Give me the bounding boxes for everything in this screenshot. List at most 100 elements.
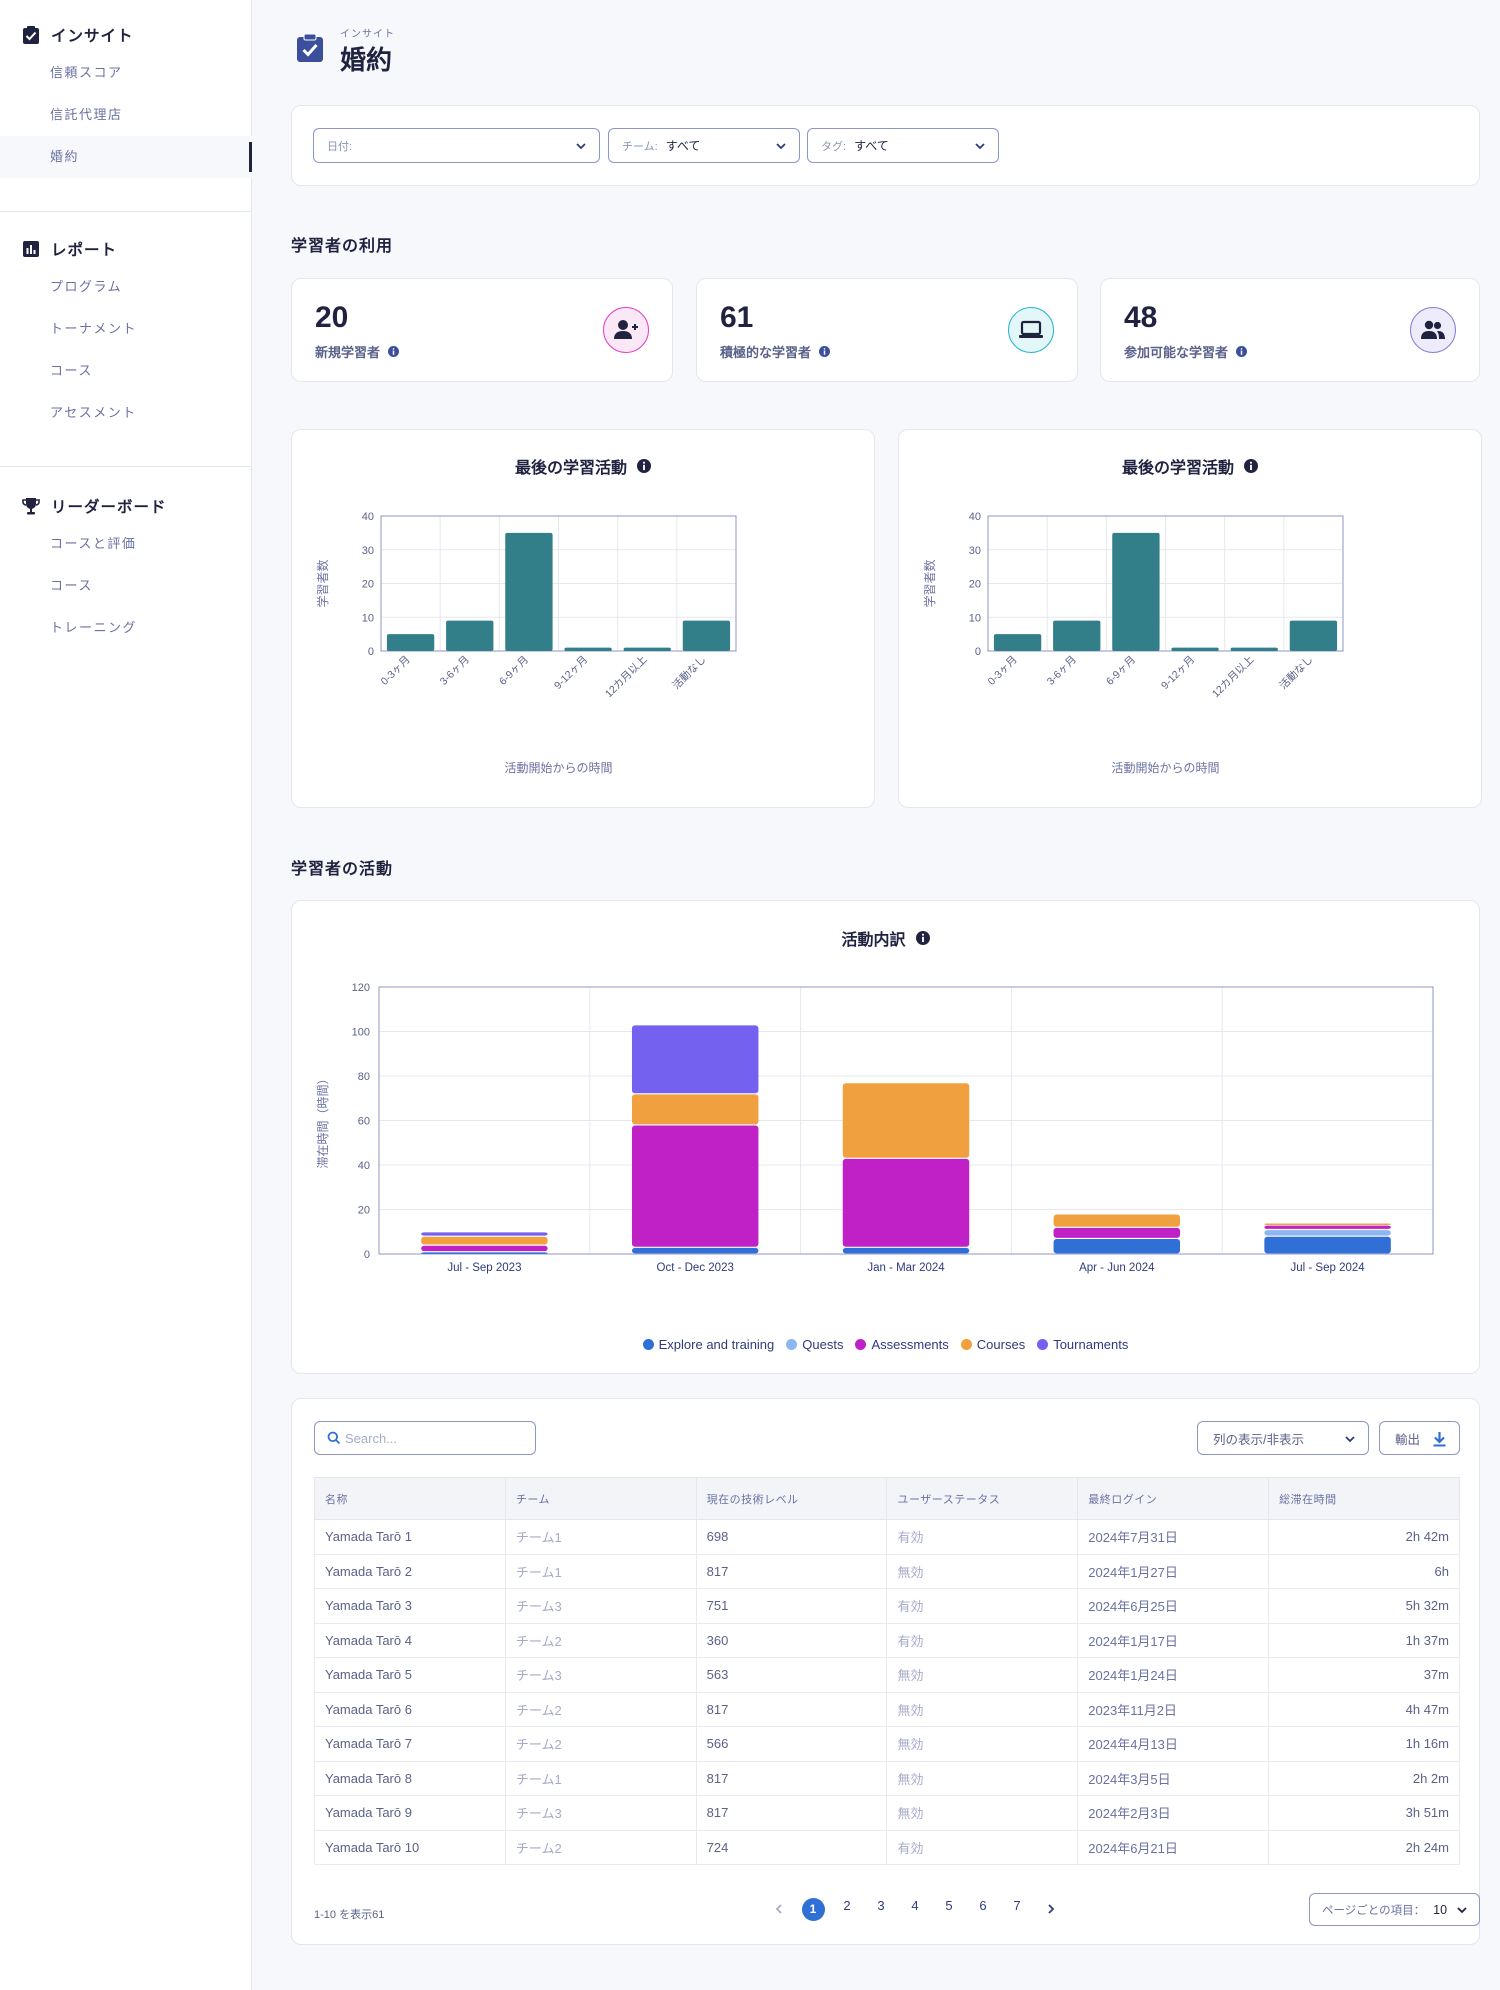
cell-status: 無効: [886, 1657, 1079, 1693]
table-row[interactable]: Yamada Tarō 4 チーム2 360 有効 2024年1月17日 1h 37m: [314, 1622, 1460, 1658]
bar[interactable]: [564, 647, 612, 651]
table-row[interactable]: Yamada Tarō 6 チーム2 817 無効 2023年11月2日 4h 47m: [314, 1691, 1460, 1727]
sidebar-item-trust-score[interactable]: 信頼スコア: [50, 65, 123, 80]
legend-item[interactable]: Courses: [960, 1337, 1025, 1352]
pagination-prev[interactable]: [762, 1903, 796, 1915]
cell-name: Yamada Tarō 9: [314, 1795, 506, 1831]
stacked-bar-segment[interactable]: [1264, 1230, 1391, 1236]
search-input[interactable]: Search...: [314, 1421, 536, 1455]
sidebar-item-engagement[interactable]: 婚約: [0, 136, 252, 178]
bar[interactable]: [1230, 647, 1278, 651]
plot-frame: [987, 515, 1344, 652]
pagination-next[interactable]: [1034, 1903, 1068, 1915]
stacked-bar-segment[interactable]: [631, 1247, 759, 1254]
cell-skill-level: 698: [695, 1519, 888, 1555]
column-visibility-select[interactable]: 列の表示/非表示: [1197, 1421, 1369, 1455]
stacked-bar-segment[interactable]: [842, 1158, 970, 1247]
column-header-skill-level[interactable]: 現在の技術レベル: [695, 1477, 888, 1520]
page-button[interactable]: 2: [830, 1898, 864, 1921]
legend-item[interactable]: Assessments: [855, 1337, 949, 1352]
table-row[interactable]: Yamada Tarō 3 チーム3 751 有効 2024年6月25日 5h 32m: [314, 1588, 1460, 1624]
sidebar-item-programs[interactable]: プログラム: [50, 279, 123, 294]
bar[interactable]: [623, 647, 671, 651]
sidebar-item-courses[interactable]: コース: [50, 578, 93, 593]
stacked-bar-segment[interactable]: [842, 1083, 970, 1158]
info-icon[interactable]: [915, 931, 930, 945]
table-row[interactable]: Yamada Tarō 2 チーム1 817 無効 2024年1月27日 6h: [314, 1553, 1460, 1589]
cell-total-time: 2h 42m: [1268, 1519, 1460, 1555]
sidebar-item-assessments[interactable]: アセスメント: [50, 405, 137, 420]
sidebar-heading-reports[interactable]: レポート: [0, 232, 252, 266]
table-row[interactable]: Yamada Tarō 8 チーム1 817 無効 2024年3月5日 2h 2m: [314, 1760, 1460, 1796]
bar[interactable]: [1053, 620, 1101, 651]
bar[interactable]: [993, 634, 1042, 651]
bar[interactable]: [446, 620, 494, 651]
sidebar-item-trust-agency[interactable]: 信託代理店: [50, 107, 123, 122]
table-row[interactable]: Yamada Tarō 10 チーム2 724 有効 2024年6月21日 2h 24m: [314, 1829, 1460, 1865]
cell-skill-level: 817: [695, 1553, 888, 1589]
info-icon[interactable]: [819, 346, 831, 357]
stacked-bar-segment[interactable]: [1053, 1214, 1181, 1227]
page-button[interactable]: 3: [864, 1898, 898, 1921]
stacked-bar-segment[interactable]: [421, 1245, 548, 1252]
table-row[interactable]: Yamada Tarō 1 チーム1 698 有効 2024年7月31日 2h 42m: [314, 1519, 1460, 1555]
page-button[interactable]: 1: [796, 1897, 830, 1921]
legend-item[interactable]: Explore and training: [642, 1337, 774, 1352]
info-icon[interactable]: [1244, 459, 1258, 473]
stacked-bar-segment[interactable]: [631, 1125, 759, 1247]
info-icon[interactable]: [637, 459, 651, 473]
bar[interactable]: [1171, 647, 1219, 651]
cell-team: チーム2: [504, 1622, 697, 1658]
bar[interactable]: [1289, 620, 1338, 651]
stacked-bar-segment[interactable]: [1264, 1236, 1391, 1254]
page-number: 1: [801, 1897, 825, 1921]
last-activity-bar-chart: 0 10 20 30 40 0-3ヶ月 3-6ヶ月 6-9ヶ月 9-12ヶ月 12カ月以上 活動なし…: [922, 511, 1344, 775]
bar[interactable]: [386, 634, 435, 651]
team-filter[interactable]: チーム: すべて: [608, 128, 800, 163]
date-filter[interactable]: 日付:: [313, 128, 600, 163]
tag-filter[interactable]: タグ: すべて: [807, 128, 999, 163]
sidebar-item-courses[interactable]: コース: [50, 363, 93, 378]
stacked-bar-segment[interactable]: [1053, 1227, 1181, 1238]
export-button[interactable]: 輸出: [1379, 1421, 1460, 1455]
stacked-bar-segment[interactable]: [631, 1025, 759, 1094]
column-header-team[interactable]: チーム: [504, 1477, 697, 1520]
bar[interactable]: [1112, 532, 1160, 651]
x-tick-label: Oct - Dec 2023: [657, 1262, 734, 1274]
legend-item[interactable]: Quests: [786, 1337, 843, 1352]
cell-name: Yamada Tarō 2: [314, 1553, 506, 1589]
sidebar-heading-leaderboard[interactable]: リーダーボード: [0, 489, 252, 523]
items-per-page-select[interactable]: ページごとの項目： 10: [1309, 1893, 1480, 1926]
table-row[interactable]: Yamada Tarō 7 チーム2 566 無効 2024年4月13日 1h 16m: [314, 1726, 1460, 1762]
stacked-bar-segment[interactable]: [631, 1094, 759, 1125]
column-header-last-login[interactable]: 最終ログイン: [1077, 1477, 1270, 1520]
y-tick-label: 60: [358, 1116, 370, 1128]
column-header-name[interactable]: 名称: [314, 1477, 506, 1520]
sidebar-item-courses-and-ratings[interactable]: コースと評価: [50, 536, 137, 551]
sidebar-item-training[interactable]: トレーニング: [50, 620, 138, 635]
cell-team: チーム1: [504, 1760, 697, 1796]
legend-item[interactable]: Tournaments: [1037, 1337, 1128, 1352]
stacked-bar-segment[interactable]: [1264, 1223, 1391, 1225]
bar[interactable]: [505, 532, 553, 651]
stacked-bar-segment[interactable]: [421, 1236, 548, 1245]
stacked-bar-segment[interactable]: [842, 1247, 970, 1254]
page-button[interactable]: 5: [932, 1898, 966, 1921]
stacked-bar-segment[interactable]: [421, 1252, 548, 1254]
column-header-total-time[interactable]: 総滞在時間: [1268, 1477, 1460, 1520]
page-button[interactable]: 7: [1000, 1898, 1034, 1921]
info-icon[interactable]: [388, 346, 400, 357]
stacked-bar-segment[interactable]: [421, 1232, 548, 1236]
stacked-bar-segment[interactable]: [1264, 1225, 1391, 1229]
page-button[interactable]: 4: [898, 1898, 932, 1921]
table-row[interactable]: Yamada Tarō 5 チーム3 563 無効 2024年1月24日 37m: [314, 1657, 1460, 1693]
bar[interactable]: [682, 620, 731, 651]
stacked-bar-segment[interactable]: [1053, 1239, 1181, 1254]
sidebar-heading-insights[interactable]: インサイト: [0, 18, 252, 52]
stat-label-text: 積極的な学習者: [720, 345, 812, 360]
table-row[interactable]: Yamada Tarō 9 チーム3 817 無効 2024年2月3日 3h 51m: [314, 1795, 1460, 1831]
info-icon[interactable]: [1236, 346, 1248, 357]
page-button[interactable]: 6: [966, 1898, 1000, 1921]
column-header-user-status[interactable]: ユーザーステータス: [886, 1477, 1079, 1520]
sidebar-item-tournaments[interactable]: トーナメント: [50, 321, 138, 336]
